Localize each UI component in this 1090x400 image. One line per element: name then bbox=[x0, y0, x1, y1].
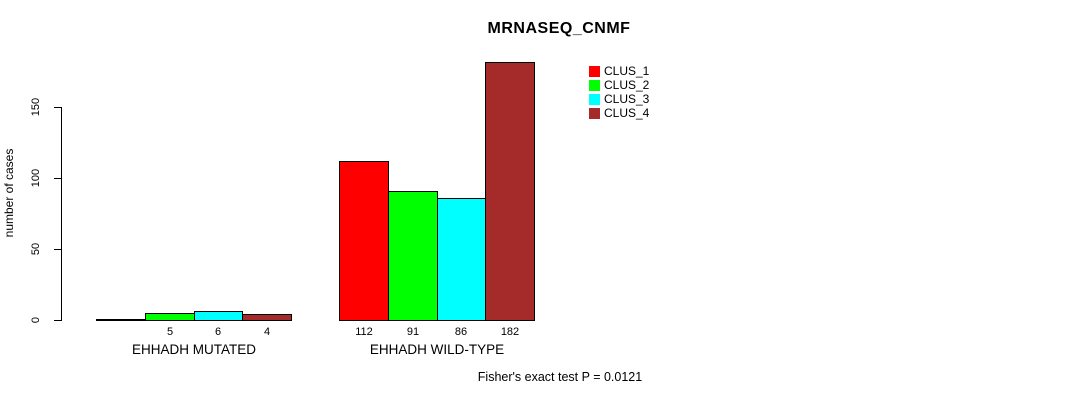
y-tick-label: 150 bbox=[30, 97, 42, 117]
y-tick-mark bbox=[54, 107, 61, 108]
legend-swatch-icon bbox=[589, 79, 600, 91]
legend-item-clus_2: CLUS_2 bbox=[589, 78, 649, 92]
bar-value-label: 86 bbox=[454, 326, 468, 338]
y-tick-mark bbox=[54, 178, 61, 179]
bar-value-label: 112 bbox=[355, 326, 373, 338]
y-tick-label: 0 bbox=[30, 316, 42, 324]
stat-annotation: Fisher's exact test P = 0.0121 bbox=[477, 370, 643, 384]
bar-value-label: 6 bbox=[214, 326, 222, 338]
legend-item-clus_1: CLUS_1 bbox=[589, 64, 649, 78]
bar-clus_4-wildtype bbox=[485, 62, 535, 321]
legend-item-clus_4: CLUS_4 bbox=[589, 106, 649, 120]
legend-swatch-icon bbox=[589, 107, 600, 119]
bar-value-label: 5 bbox=[166, 326, 174, 338]
bar-value-label: 182 bbox=[500, 326, 520, 338]
y-tick-label: 50 bbox=[30, 242, 42, 256]
y-tick-mark bbox=[54, 249, 61, 250]
legend-swatch-icon bbox=[589, 93, 600, 105]
x-category-label: EHHADH WILD-TYPE bbox=[369, 342, 505, 357]
bar-clus_1-mutated bbox=[96, 319, 146, 321]
bar-clus_3-mutated bbox=[194, 311, 243, 321]
y-tick-label: 100 bbox=[30, 168, 42, 188]
legend-item-clus_3: CLUS_3 bbox=[589, 92, 649, 106]
bar-value-label: 91 bbox=[406, 326, 420, 338]
bar-clus_4-mutated bbox=[242, 314, 292, 321]
chart-title: MRNASEQ_CNMF bbox=[487, 20, 631, 37]
bar-clus_2-wildtype bbox=[388, 191, 438, 321]
legend: CLUS_1 CLUS_2 CLUS_3 CLUS_4 bbox=[589, 64, 649, 120]
bar-clus_2-mutated bbox=[145, 313, 195, 321]
legend-label: CLUS_2 bbox=[604, 78, 650, 92]
y-axis-line bbox=[61, 107, 62, 321]
bar-value-label: 4 bbox=[263, 326, 271, 338]
y-axis-label: number of cases bbox=[2, 148, 16, 238]
legend-label: CLUS_1 bbox=[604, 64, 650, 78]
y-tick-mark bbox=[54, 320, 61, 321]
legend-swatch-icon bbox=[589, 65, 600, 77]
x-category-label: EHHADH MUTATED bbox=[132, 342, 256, 357]
bar-clus_1-wildtype bbox=[339, 161, 389, 321]
legend-label: CLUS_3 bbox=[604, 92, 650, 106]
legend-label: CLUS_4 bbox=[604, 106, 650, 120]
bar-clus_3-wildtype bbox=[437, 198, 486, 321]
